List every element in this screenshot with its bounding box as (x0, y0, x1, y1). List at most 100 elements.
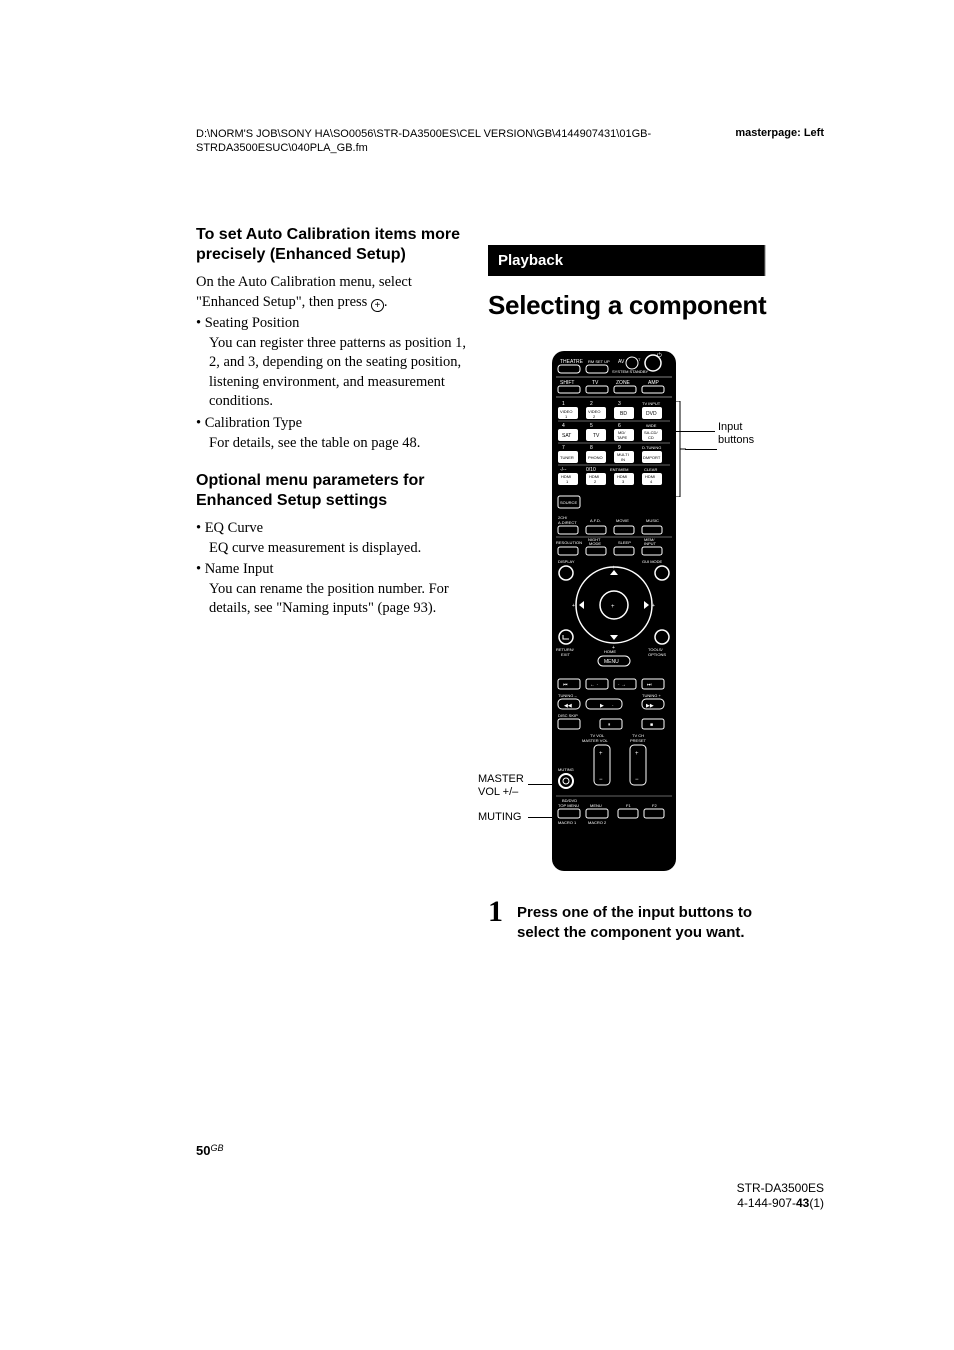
bullet-name-input-body: You can rename the position number. For … (196, 580, 468, 619)
footer-right: STR-DA3500ES 4-144-907-43(1) (737, 1181, 824, 1212)
svg-text:ZONE: ZONE (616, 380, 631, 386)
svg-text:◀◀: ◀◀ (564, 703, 572, 709)
svg-text:DVD: DVD (646, 411, 657, 417)
svg-text:TV INPUT: TV INPUT (642, 401, 661, 406)
svg-text:MACRO 2: MACRO 2 (588, 820, 607, 825)
svg-text:+: + (611, 604, 615, 610)
svg-text:TAPE: TAPE (617, 435, 627, 440)
svg-text:MENU: MENU (590, 803, 602, 808)
svg-text:SAT: SAT (562, 433, 571, 439)
svg-text:← ·: ← · (590, 682, 598, 688)
svg-text:TOP MENU: TOP MENU (558, 803, 579, 808)
svg-text:-/--: -/-- (560, 467, 567, 473)
svg-text:WIDE: WIDE (646, 423, 657, 428)
svg-text:GUI MODE: GUI MODE (642, 559, 663, 564)
svg-text:MENU: MENU (604, 659, 619, 665)
page-number-suffix: GB (210, 1143, 223, 1153)
svg-text:F2: F2 (652, 803, 657, 808)
page: D:\NORM'S JOB\SONY HA\SO0056\STR-DA3500E… (0, 0, 954, 1350)
svg-text:MASTER VOL: MASTER VOL (582, 738, 609, 743)
bullet-calibration-type: Calibration Type (196, 414, 468, 434)
svg-text:⏮: ⏮ (563, 682, 568, 688)
svg-text:MUSIC: MUSIC (646, 518, 659, 523)
svg-text:INPUT: INPUT (644, 541, 657, 546)
svg-text:DISC SKIP: DISC SKIP (558, 713, 578, 718)
svg-text:BD: BD (620, 411, 627, 417)
enter-icon: + (371, 299, 384, 312)
svg-text:7: 7 (562, 445, 565, 451)
footer-doc-b: 43 (796, 1196, 809, 1210)
header-file-path: D:\NORM'S JOB\SONY HA\SO0056\STR-DA3500E… (196, 127, 656, 156)
intro-text-1b: . (384, 294, 388, 310)
footer-doc-a: 4-144-907- (737, 1196, 796, 1210)
svg-text:⏭: ⏭ (647, 682, 652, 688)
svg-text:▶▶: ▶▶ (646, 703, 654, 709)
svg-text:THEATRE: THEATRE (560, 359, 584, 365)
svg-text:TV: TV (592, 380, 599, 386)
svg-text:+: + (599, 751, 603, 757)
callout-master-vol: MASTER VOL +/– (478, 773, 538, 799)
page-number-value: 50 (196, 1143, 210, 1158)
svg-text:6: 6 (618, 423, 621, 429)
section-title: Selecting a component (488, 290, 768, 321)
svg-text:−: − (599, 777, 603, 783)
svg-text:AV: AV (618, 359, 625, 365)
callout-muting: MUTING (478, 811, 521, 824)
svg-text:IN: IN (621, 457, 625, 462)
bullet-eq-curve-body: EQ curve measurement is displayed. (196, 539, 468, 559)
svg-text:CD: CD (648, 435, 654, 440)
svg-text:+: + (572, 603, 575, 609)
footer-docnum: 4-144-907-43(1) (737, 1196, 824, 1212)
svg-text:TV: TV (593, 433, 600, 439)
svg-text:TUNER: TUNER (560, 455, 574, 460)
svg-text:· →: · → (618, 682, 626, 688)
page-number: 50GB (196, 1143, 223, 1158)
masterpage-label: masterpage: Left (735, 127, 824, 139)
right-column: Playback Selecting a component Input but… (488, 245, 768, 942)
svg-text:0/10: 0/10 (586, 467, 596, 473)
svg-text:SOURCE: SOURCE (560, 500, 577, 505)
svg-text:SHIFT: SHIFT (560, 380, 574, 386)
svg-text:MACRO 1: MACRO 1 (558, 820, 577, 825)
svg-text:EXIT: EXIT (561, 652, 570, 657)
svg-text:DMPORT: DMPORT (643, 455, 661, 460)
svg-text:HOME: HOME (604, 649, 616, 654)
svg-text:RM SET UP: RM SET UP (588, 359, 610, 364)
bullet-seating-position-body: You can register three patterns as posit… (196, 334, 468, 412)
left-column: To set Auto Calibration items more preci… (196, 225, 468, 619)
svg-text:5: 5 (590, 423, 593, 429)
svg-text:SYSTEM STANDBY: SYSTEM STANDBY (612, 369, 648, 374)
svg-text:−: − (635, 777, 639, 783)
svg-text:8: 8 (590, 445, 593, 451)
footer-model: STR-DA3500ES (737, 1181, 824, 1197)
svg-text:PRESET: PRESET (630, 738, 647, 743)
footer-doc-c: (1) (809, 1196, 824, 1210)
bullet-name-input: Name Input (196, 560, 468, 580)
svg-text:MUTING: MUTING (558, 767, 574, 772)
svg-text:D.TUNING: D.TUNING (642, 445, 661, 450)
svg-text:9: 9 (618, 445, 621, 451)
svg-text:1: 1 (562, 401, 565, 407)
svg-text:ENT/MEM: ENT/MEM (610, 467, 628, 472)
svg-text:A.DIRECT: A.DIRECT (558, 520, 577, 525)
callout-line-input-h (685, 449, 717, 450)
bullet-seating-position: Seating Position (196, 314, 468, 334)
svg-text:MODE: MODE (589, 541, 601, 546)
svg-text:SLEEP: SLEEP (618, 540, 631, 545)
intro-text-1: On the Auto Calibration menu, select "En… (196, 273, 468, 312)
section-bar-playback: Playback (488, 245, 764, 276)
svg-text:2: 2 (590, 401, 593, 407)
callout-input-buttons: Input buttons (718, 421, 768, 447)
svg-text:+: + (652, 603, 655, 609)
step-text: Press one of the input buttons to select… (517, 897, 768, 942)
svg-text:DISPLAY: DISPLAY (558, 559, 575, 564)
svg-text:TUNING –: TUNING – (558, 693, 577, 698)
heading-auto-calibration: To set Auto Calibration items more preci… (196, 225, 468, 265)
step-number: 1 (488, 897, 503, 942)
svg-text:AMP: AMP (648, 380, 660, 386)
bullet-calibration-type-body: For details, see the table on page 48. (196, 434, 468, 454)
svg-text:OPTIONS: OPTIONS (648, 652, 666, 657)
svg-text:F1: F1 (626, 803, 631, 808)
svg-text:+: + (612, 565, 615, 571)
svg-text:CLEAR: CLEAR (644, 467, 657, 472)
